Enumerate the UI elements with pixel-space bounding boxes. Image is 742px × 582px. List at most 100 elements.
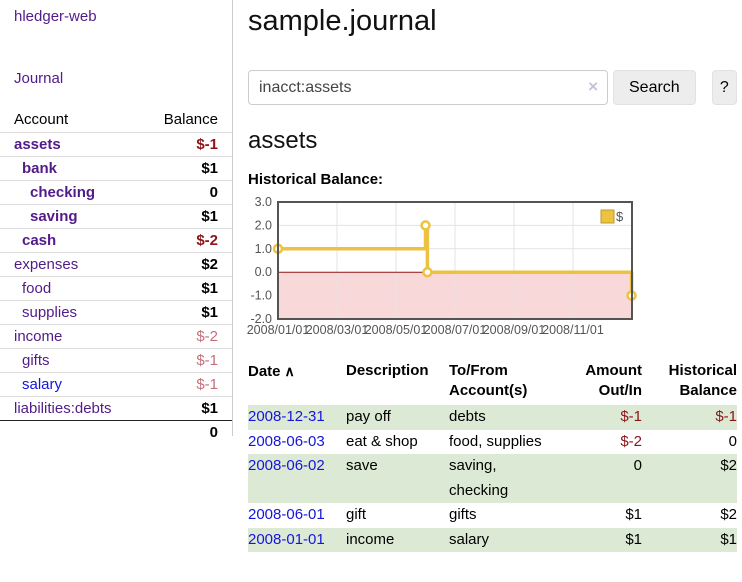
account-column-header: Account bbox=[14, 111, 69, 128]
account-balance: $-2 bbox=[196, 232, 218, 249]
transaction-amount: $-2 bbox=[620, 432, 642, 450]
transaction-description: pay off bbox=[346, 408, 391, 425]
register-row: 2008-12-31 pay off debts $-1 $-1 bbox=[248, 405, 737, 430]
help-button[interactable]: ? bbox=[711, 70, 737, 105]
historical-balance-chart: $3.0 2.0 1.0 0.0 -1.0 -2.0 2008/01/01 2008/03/0… bbox=[247, 195, 688, 339]
account-balance: $-1 bbox=[196, 136, 218, 153]
transaction-accounts: saving, checking bbox=[449, 457, 509, 499]
svg-text:$: $ bbox=[616, 209, 624, 224]
account-balance: $1 bbox=[201, 304, 218, 321]
svg-text:1.0: 1.0 bbox=[255, 242, 272, 256]
accounts-tree: assets $-1 bank $1 checking 0 saving $1 … bbox=[0, 132, 232, 420]
account-link[interactable]: checking bbox=[30, 184, 96, 201]
svg-text:0.0: 0.0 bbox=[255, 265, 272, 279]
sidebar-item-journal[interactable]: Journal bbox=[14, 70, 64, 87]
transaction-balance: $-1 bbox=[715, 408, 737, 425]
transaction-amount: $1 bbox=[625, 530, 642, 548]
account-row: salary $-1 bbox=[0, 372, 232, 396]
accounts-total-row: 0 bbox=[0, 420, 232, 444]
description-header: Description bbox=[346, 362, 429, 379]
transaction-date-link[interactable]: 2008-06-01 bbox=[248, 506, 325, 523]
account-row: checking 0 bbox=[0, 180, 232, 204]
transaction-accounts: gifts bbox=[449, 506, 477, 523]
register-row: 2008-01-01 income salary $1 $1 bbox=[248, 527, 737, 552]
account-link[interactable]: expenses bbox=[14, 256, 79, 273]
account-row: income $-2 bbox=[0, 324, 232, 348]
search-button[interactable]: Search bbox=[613, 70, 696, 105]
account-row: food $1 bbox=[0, 276, 232, 300]
transaction-date-link[interactable]: 2008-12-31 bbox=[248, 408, 325, 425]
account-balance: $1 bbox=[201, 208, 218, 225]
register-row: 2008-06-02 save saving, checking 0 $2 bbox=[248, 454, 737, 503]
svg-text:2008/11/01: 2008/11/01 bbox=[542, 323, 604, 337]
account-link[interactable]: supplies bbox=[22, 304, 78, 321]
svg-text:2008/05/01: 2008/05/01 bbox=[365, 323, 428, 337]
svg-text:2008/01/01: 2008/01/01 bbox=[247, 323, 310, 337]
register-table: Date ∧ Description To/From Account(s) Amo… bbox=[248, 361, 737, 552]
register-row: 2008-06-01 gift gifts $1 $2 bbox=[248, 503, 737, 528]
app-title-link[interactable]: hledger-web bbox=[14, 8, 97, 25]
transaction-accounts: debts bbox=[449, 408, 486, 425]
transaction-description: save bbox=[346, 457, 378, 474]
account-link[interactable]: assets bbox=[14, 136, 61, 153]
account-balance: $-1 bbox=[196, 352, 218, 369]
accounts-header: To/From Account(s) bbox=[449, 362, 528, 399]
account-balance: $2 bbox=[201, 256, 218, 273]
svg-text:2008/03/01: 2008/03/01 bbox=[306, 323, 369, 337]
account-row: saving $1 bbox=[0, 204, 232, 228]
date-sort-header[interactable]: Date ∧ bbox=[248, 361, 346, 405]
total-balance: 0 bbox=[209, 424, 218, 441]
account-heading: assets bbox=[248, 127, 318, 154]
sort-asc-icon: ∧ bbox=[284, 363, 295, 379]
svg-text:2008/07/01: 2008/07/01 bbox=[424, 323, 487, 337]
main-content: sample.journal × Search ? assets Histori… bbox=[247, 0, 737, 552]
clear-search-icon[interactable]: × bbox=[588, 77, 598, 96]
chart-title: Historical Balance: bbox=[248, 171, 384, 188]
transaction-amount: $-1 bbox=[620, 408, 642, 425]
account-row: assets $-1 bbox=[0, 132, 232, 156]
transaction-description: gift bbox=[346, 506, 367, 523]
account-link[interactable]: salary bbox=[22, 376, 63, 393]
transaction-date-link[interactable]: 2008-01-01 bbox=[248, 530, 325, 548]
account-link[interactable]: income bbox=[14, 328, 63, 345]
balance-column-header: Balance bbox=[163, 111, 218, 128]
account-link[interactable]: bank bbox=[22, 160, 58, 177]
account-row: cash $-2 bbox=[0, 228, 232, 252]
transaction-date-link[interactable]: 2008-06-03 bbox=[248, 432, 325, 450]
amount-header: Amount Out/In bbox=[585, 362, 642, 399]
account-balance: $1 bbox=[201, 160, 218, 177]
account-link[interactable]: gifts bbox=[22, 352, 50, 369]
transaction-date-link[interactable]: 2008-06-02 bbox=[248, 457, 325, 474]
chart-canvas: $3.0 2.0 1.0 0.0 -1.0 -2.02008/01/012008/03/0… bbox=[247, 195, 637, 337]
search-bar: × Search ? bbox=[248, 70, 737, 105]
account-row: supplies $1 bbox=[0, 300, 232, 324]
account-row: expenses $2 bbox=[0, 252, 232, 276]
transaction-accounts: food, supplies bbox=[449, 432, 542, 450]
svg-text:2008/09/01: 2008/09/01 bbox=[483, 323, 546, 337]
account-link[interactable]: saving bbox=[30, 208, 78, 225]
transaction-description: income bbox=[346, 530, 395, 548]
date-header-label: Date bbox=[248, 363, 281, 380]
account-link[interactable]: cash bbox=[22, 232, 57, 249]
transaction-balance: 0 bbox=[728, 432, 737, 450]
transaction-accounts: salary bbox=[449, 530, 490, 548]
svg-text:3.0: 3.0 bbox=[255, 195, 272, 209]
sidebar: hledger-web Journal Account Balance asse… bbox=[0, 0, 233, 441]
account-link[interactable]: liabilities:debts bbox=[14, 400, 112, 417]
account-row: bank $1 bbox=[0, 156, 232, 180]
account-balance: $1 bbox=[201, 280, 218, 297]
balance-header: Historical Balance bbox=[668, 362, 737, 399]
page-title: sample.journal bbox=[248, 5, 437, 37]
svg-text:-1.0: -1.0 bbox=[250, 289, 272, 303]
account-row: gifts $-1 bbox=[0, 348, 232, 372]
account-balance: $1 bbox=[201, 400, 218, 417]
account-link[interactable]: food bbox=[22, 280, 52, 297]
svg-text:-2.0: -2.0 bbox=[250, 312, 272, 326]
search-input[interactable] bbox=[248, 70, 608, 105]
transaction-balance: $2 bbox=[720, 457, 737, 474]
register-row: 2008-06-03 eat & shop food, supplies $-2… bbox=[248, 430, 737, 455]
transaction-balance: $2 bbox=[720, 506, 737, 523]
account-row: liabilities:debts $1 bbox=[0, 396, 232, 420]
account-balance: 0 bbox=[209, 184, 218, 201]
account-balance: $-2 bbox=[196, 328, 218, 345]
